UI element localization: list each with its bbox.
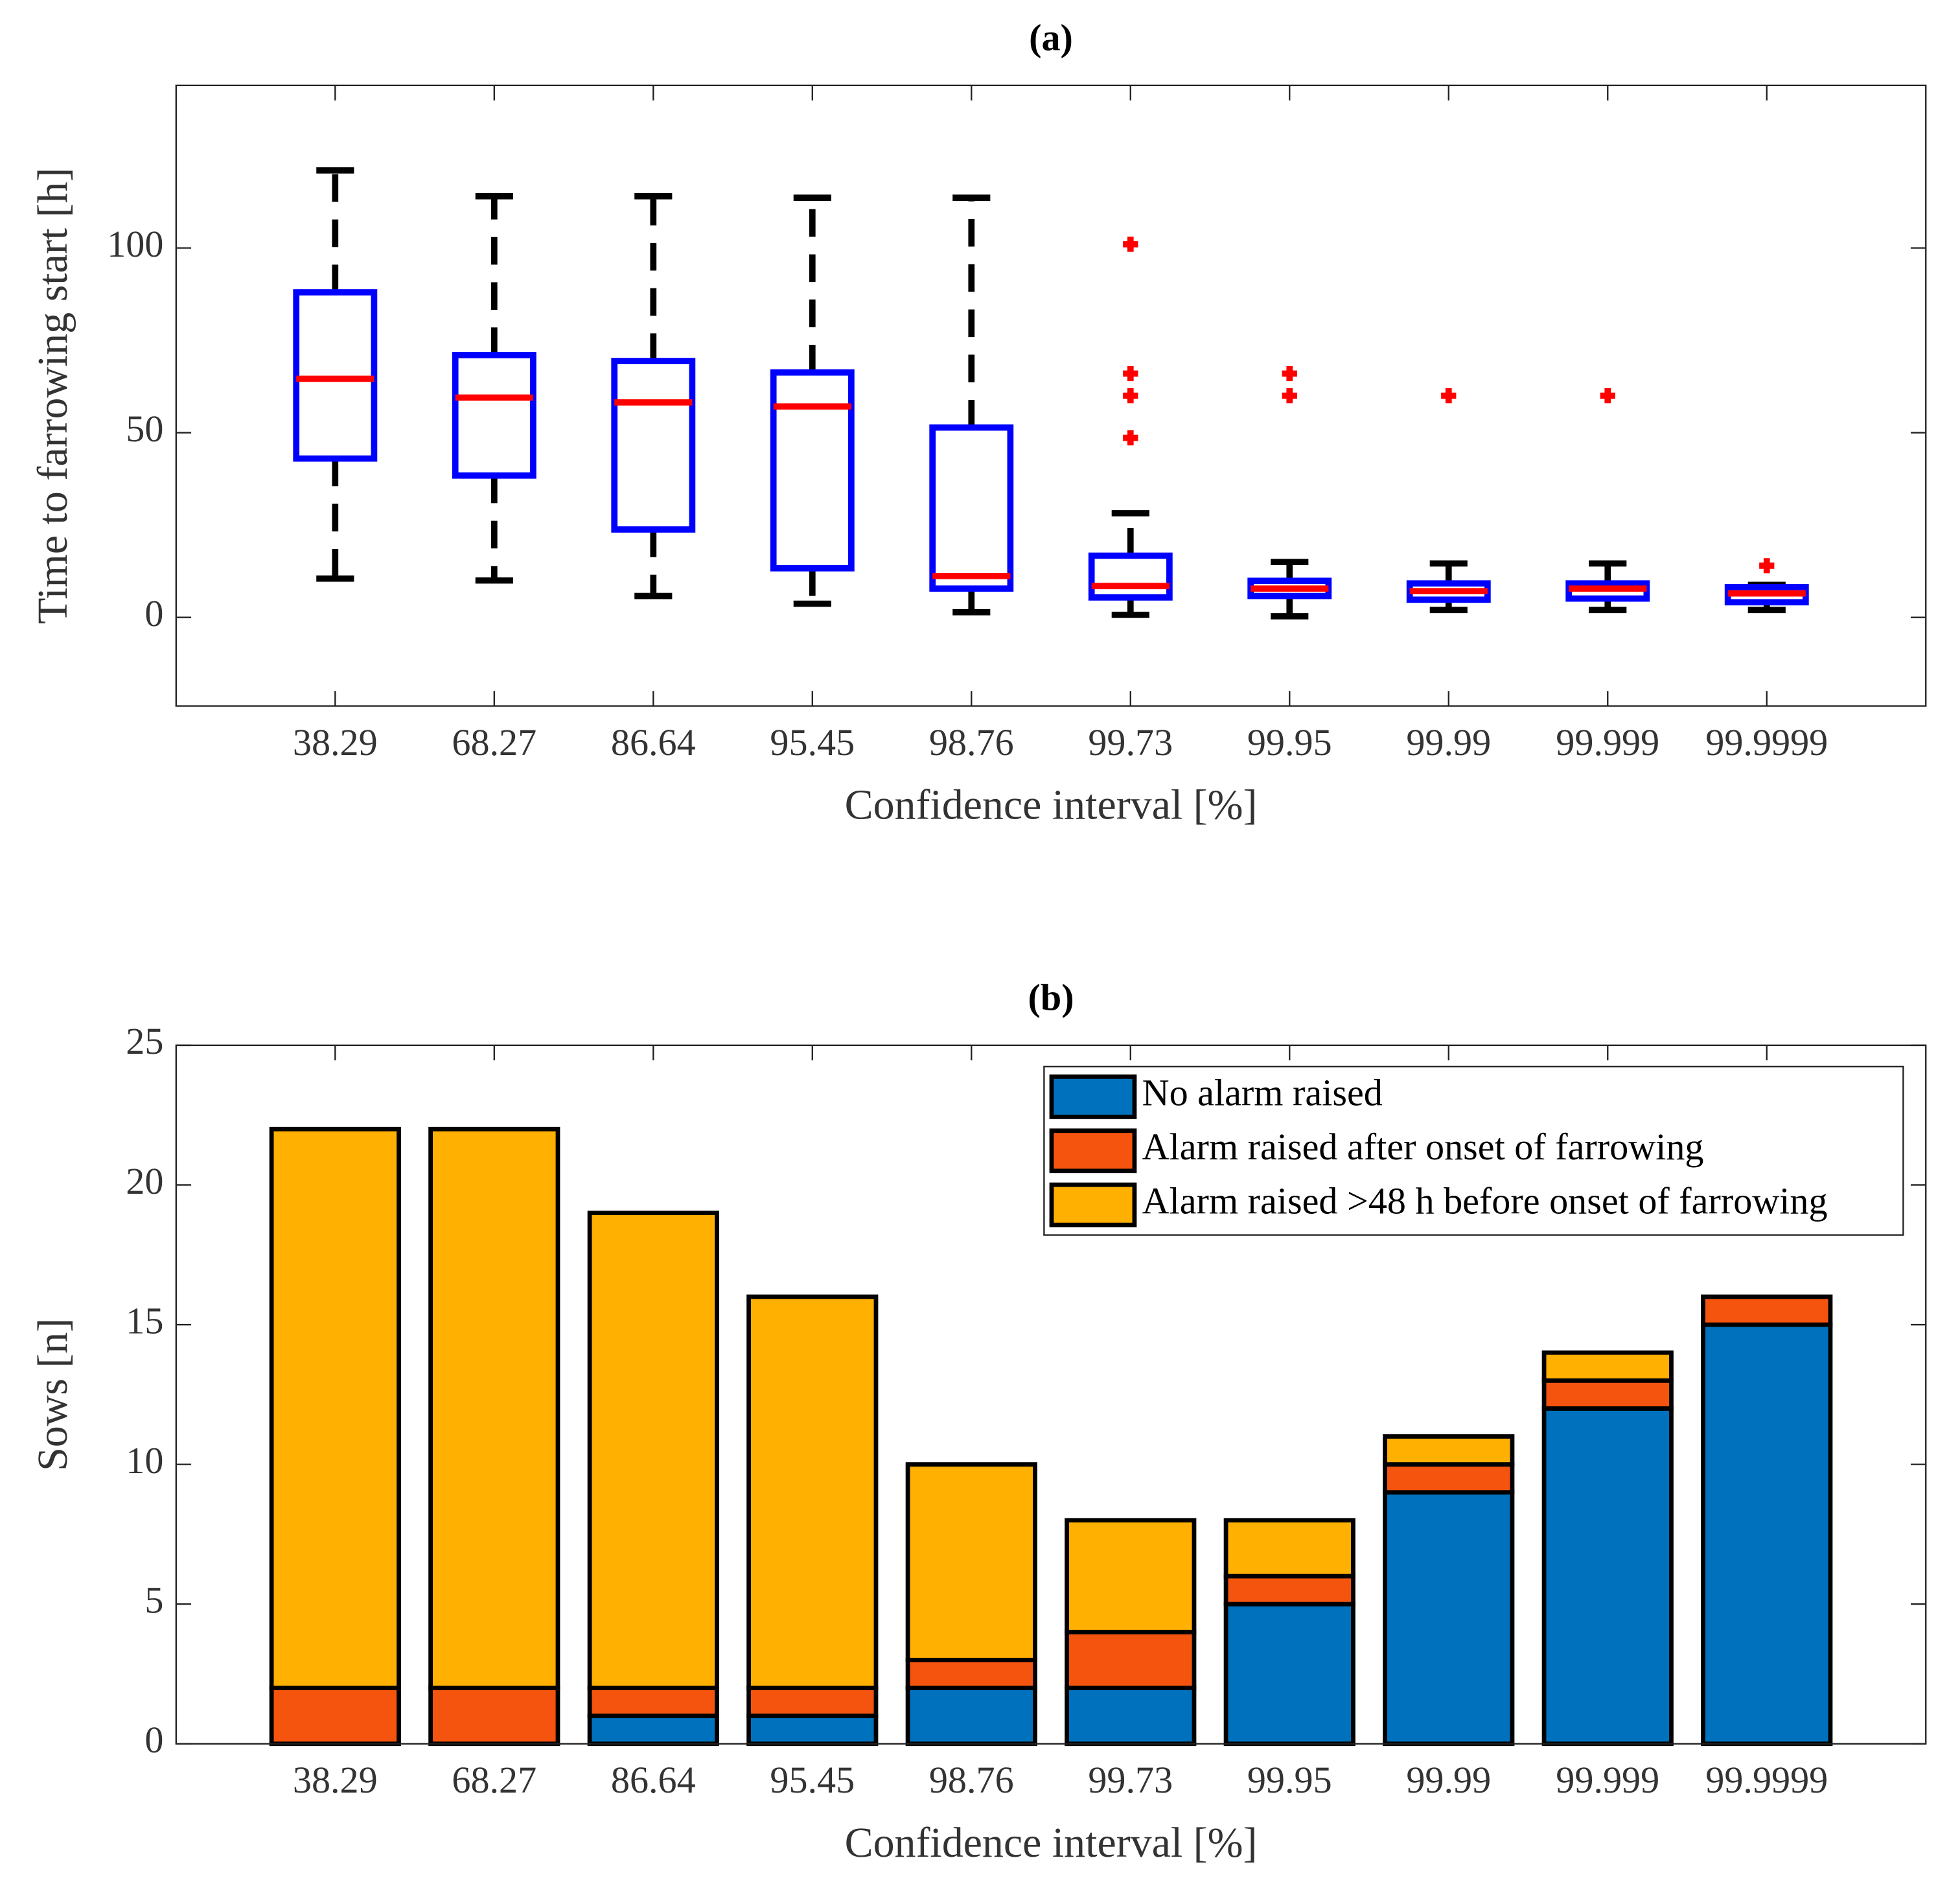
- x-tick-label: 99.95: [1247, 1759, 1332, 1801]
- x-axis-label: Confidence interval [%]: [845, 782, 1258, 829]
- bar-segment: [428, 1126, 560, 1690]
- legend-swatch: [1049, 1182, 1137, 1227]
- x-tick-label: 99.95: [1247, 721, 1332, 763]
- outlier: [1123, 237, 1138, 252]
- chart-title: (a): [1029, 16, 1073, 58]
- x-tick-label: 99.9999: [1705, 1759, 1828, 1801]
- outlier: [1123, 388, 1138, 404]
- x-tick-label: 99.999: [1556, 721, 1659, 763]
- x-tick-label: 98.76: [929, 721, 1014, 763]
- plot-frame: [175, 1044, 1927, 1745]
- outlier: [1123, 366, 1138, 382]
- box: [452, 352, 536, 479]
- x-tick-label: 99.999: [1556, 1759, 1659, 1801]
- legend-label: Alarm raised after onset of farrowing: [1142, 1126, 1704, 1168]
- legend-label: Alarm raised >48 h before onset of farro…: [1142, 1179, 1828, 1222]
- box: [770, 369, 855, 572]
- y-tick-label: 0: [144, 1719, 163, 1761]
- outlier: [1759, 558, 1775, 574]
- box: [929, 424, 1014, 592]
- bar-segment: [1383, 1434, 1515, 1467]
- x-tick-label: 38.29: [293, 721, 378, 763]
- x-tick-label: 99.73: [1088, 1759, 1173, 1801]
- bar-segment: [1541, 1406, 1674, 1747]
- x-tick-label: 86.64: [611, 721, 696, 763]
- outlier: [1441, 388, 1457, 404]
- x-tick-label: 99.99: [1406, 721, 1491, 763]
- bar-segment: [1065, 1686, 1197, 1747]
- bar-segment: [1383, 1490, 1515, 1747]
- bar-segment: [428, 1686, 560, 1747]
- bar-segment: [1065, 1629, 1197, 1690]
- y-tick-label: 50: [126, 408, 163, 450]
- box: [1088, 552, 1173, 601]
- y-tick-label: 5: [144, 1579, 163, 1621]
- y-tick-label: 10: [126, 1439, 163, 1481]
- x-tick-label: 86.64: [611, 1759, 696, 1801]
- bar-segment: [905, 1462, 1037, 1662]
- bar-segment: [1223, 1574, 1355, 1607]
- bar-segment: [1383, 1462, 1515, 1495]
- y-tick-label: 0: [144, 592, 163, 634]
- bar-segment: [746, 1714, 879, 1747]
- bar-segment: [905, 1658, 1037, 1690]
- bar-segment: [1701, 1322, 1833, 1747]
- outlier: [1123, 430, 1138, 446]
- bar-segment: [587, 1211, 719, 1690]
- bar-segment: [1223, 1518, 1355, 1579]
- x-tick-label: 99.73: [1088, 721, 1173, 763]
- bar-segment: [269, 1686, 401, 1747]
- x-axis-label: Confidence interval [%]: [845, 1819, 1258, 1866]
- bar-segment: [587, 1686, 719, 1719]
- bar-segment: [1223, 1601, 1355, 1747]
- legend-swatch: [1049, 1128, 1137, 1174]
- legend-label: No alarm raised: [1142, 1072, 1383, 1114]
- x-tick-label: 99.9999: [1705, 721, 1828, 763]
- plot-frame: [175, 84, 1927, 707]
- x-tick-label: 68.27: [452, 721, 536, 763]
- outlier: [1282, 366, 1297, 382]
- bar-segment: [746, 1686, 879, 1719]
- bar-segment: [746, 1294, 879, 1690]
- x-tick-label: 95.45: [770, 1759, 855, 1801]
- legend-box: [1043, 1065, 1904, 1236]
- legend-swatch: [1049, 1074, 1137, 1119]
- x-tick-label: 38.29: [293, 1759, 378, 1801]
- x-tick-label: 95.45: [770, 721, 855, 763]
- chart-title: (b): [1028, 976, 1074, 1018]
- x-tick-label: 98.76: [929, 1759, 1014, 1801]
- bar-segment: [1701, 1294, 1833, 1327]
- y-tick-label: 25: [126, 1020, 163, 1062]
- y-axis-label: Time to farrowing start [h]: [29, 168, 76, 624]
- x-tick-label: 99.99: [1406, 1759, 1491, 1801]
- bar-segment: [587, 1714, 719, 1747]
- bar-segment: [1065, 1518, 1197, 1634]
- bar-segment: [1541, 1378, 1674, 1411]
- y-tick-label: 20: [126, 1160, 163, 1202]
- outlier: [1282, 388, 1297, 404]
- box: [293, 289, 378, 462]
- box: [611, 358, 696, 533]
- bar-segment: [1541, 1350, 1674, 1383]
- bar-segment: [269, 1126, 401, 1690]
- x-tick-label: 68.27: [452, 1759, 536, 1801]
- outlier: [1600, 388, 1615, 404]
- y-tick-label: 100: [107, 223, 163, 265]
- bar-segment: [905, 1686, 1037, 1747]
- y-tick-label: 15: [126, 1299, 163, 1342]
- y-axis-label: Sows [n]: [29, 1318, 76, 1471]
